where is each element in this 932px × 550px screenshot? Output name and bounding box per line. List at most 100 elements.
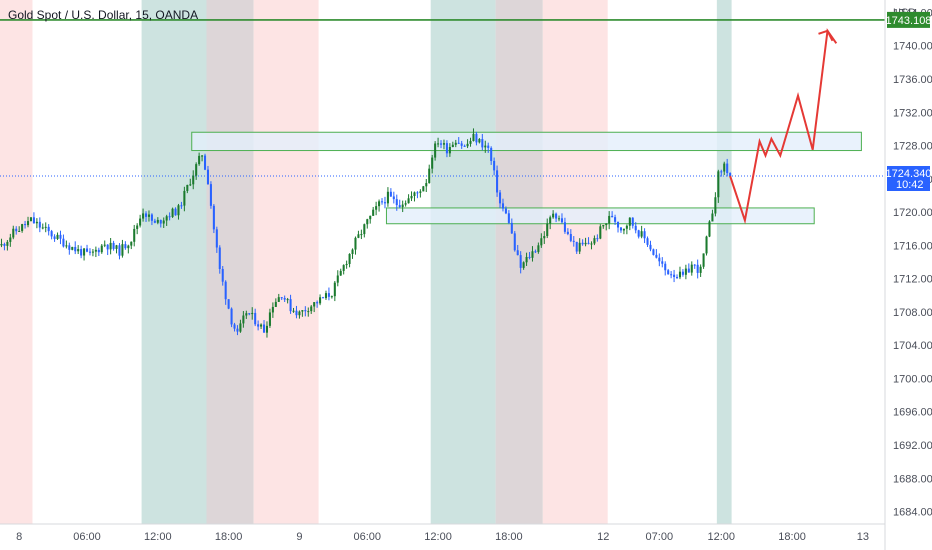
candle-body	[513, 233, 516, 251]
candle-body	[602, 225, 605, 227]
candle-body	[681, 271, 684, 275]
current-price-tag	[887, 165, 930, 191]
candle-body	[174, 208, 177, 216]
hline-price-value: 1743.108	[886, 15, 932, 27]
candle-body	[702, 253, 705, 267]
candle-body	[221, 268, 224, 282]
x-tick-label: 07:00	[646, 531, 674, 543]
candle-body	[622, 228, 625, 231]
x-tick-label: 12:00	[144, 531, 172, 543]
candle-body	[112, 242, 115, 249]
candle-body	[690, 264, 693, 273]
candle-body	[628, 217, 631, 226]
candle-body	[304, 310, 307, 312]
candle-body	[442, 143, 446, 145]
candle-body	[593, 238, 596, 244]
y-tick-label: 1720.000	[893, 207, 932, 219]
candle-body	[404, 203, 407, 205]
candle-body	[375, 206, 378, 210]
candle-body	[150, 214, 153, 221]
candle-body	[189, 184, 192, 186]
candle-body	[47, 226, 50, 232]
candle-body	[348, 253, 351, 264]
candle-body	[109, 242, 112, 250]
candle-body	[165, 216, 168, 221]
candle-body	[637, 230, 640, 237]
candle-body	[711, 213, 714, 222]
candle-body	[333, 282, 336, 297]
candle-body	[292, 310, 295, 312]
candle-body	[345, 263, 348, 266]
candle-body	[537, 245, 540, 252]
candle-body	[127, 245, 130, 249]
candle-body	[428, 168, 431, 184]
candle-body	[584, 242, 587, 245]
candle-body	[198, 155, 201, 165]
candle-body	[3, 243, 6, 246]
candle-body	[71, 246, 74, 250]
candle-body	[236, 328, 239, 332]
candle-body	[531, 251, 534, 258]
y-tick-label: 1696.000	[893, 407, 932, 419]
candle-body	[224, 281, 227, 300]
session-band-gray	[206, 0, 254, 524]
candle-body	[596, 238, 599, 240]
y-tick-label: 1712.000	[893, 274, 932, 286]
candle-body	[498, 192, 502, 204]
candle-body	[201, 155, 204, 157]
candle-body	[484, 145, 487, 148]
candle-body	[493, 160, 496, 171]
candle-body	[342, 265, 345, 271]
candle-body	[605, 223, 608, 226]
candle-body	[142, 213, 145, 219]
candle-body	[664, 263, 667, 271]
candle-body	[407, 198, 410, 204]
candle-body	[572, 240, 575, 242]
candle-body	[139, 218, 142, 226]
candle-body	[239, 323, 242, 332]
session-band-teal	[430, 0, 496, 524]
candle-body	[543, 236, 546, 239]
candle-body	[85, 248, 89, 252]
candle-body	[354, 237, 357, 250]
candle-body	[401, 204, 404, 207]
candle-body	[257, 324, 260, 327]
candle-body	[248, 313, 251, 315]
y-tick-label: 1728.000	[893, 141, 932, 153]
candle-body	[525, 256, 528, 263]
candle-body	[159, 219, 162, 224]
candle-body	[363, 224, 366, 235]
candle-body	[643, 231, 646, 239]
session-band-gray	[495, 0, 543, 524]
candle-body	[289, 299, 292, 312]
candle-body	[569, 234, 572, 241]
x-tick-label: 06:00	[73, 531, 101, 543]
candle-body	[575, 241, 578, 252]
candle-body	[88, 251, 92, 253]
candle-body	[118, 245, 121, 256]
y-tick-label: 1732.000	[893, 107, 932, 119]
x-tick-label: 06:00	[354, 531, 382, 543]
candle-body	[330, 296, 333, 298]
candle-body	[555, 213, 558, 219]
candle-body	[640, 231, 643, 237]
candle-body	[254, 312, 257, 325]
candle-body	[230, 308, 233, 325]
candle-body	[463, 145, 466, 147]
candle-body	[310, 306, 313, 312]
candle-body	[115, 245, 118, 249]
candle-body	[678, 271, 682, 278]
candle-body	[97, 249, 100, 253]
candle-body	[307, 311, 310, 313]
candle-body	[528, 256, 531, 258]
y-tick-label: 1736.000	[893, 74, 932, 86]
zone-rectangle	[385, 207, 815, 225]
candle-body	[44, 226, 47, 228]
x-tick-label: 18:00	[495, 531, 523, 543]
candle-body	[599, 226, 602, 239]
candle-body	[324, 293, 328, 299]
candle-body	[274, 301, 277, 307]
